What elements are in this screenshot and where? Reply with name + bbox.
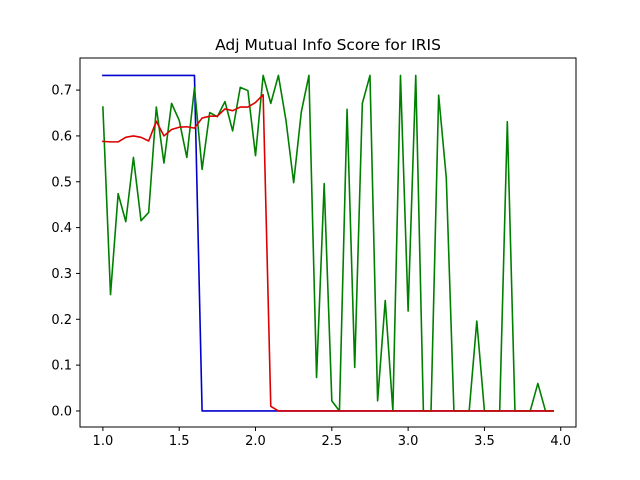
y-tick-label: 0.5 (51, 175, 72, 190)
y-tick-label: 0.6 (51, 129, 72, 144)
chart-title: Adj Mutual Info Score for IRIS (215, 36, 441, 54)
series-line-3 (102, 93, 554, 412)
x-tick-label: 1.5 (169, 434, 190, 449)
y-tick-label: 0.0 (51, 404, 72, 419)
axes-layer: 1.0 1.5 2.0 2.5 3.0 3.5 4.0 0.0 0.1 0.2 0.3 0.4 0.5 0… (51, 57, 577, 449)
x-tick-label: 4.0 (550, 434, 571, 449)
series-line-2 (102, 74, 554, 412)
y-tick-label: 0.2 (51, 313, 72, 328)
axes-frame (79, 57, 577, 428)
x-tick-label: 3.5 (474, 434, 495, 449)
x-tick-label: 3.0 (398, 434, 419, 449)
y-tick-label: 0.1 (51, 359, 72, 374)
y-tick-label: 0.7 (51, 84, 72, 99)
x-tick-label: 2.0 (245, 434, 266, 449)
y-tick-label: 0.4 (51, 221, 72, 236)
series-layer (102, 74, 554, 412)
y-tick-label: 0.3 (51, 267, 72, 282)
x-tick-label: 1.0 (93, 434, 114, 449)
x-tick-label: 2.5 (321, 434, 342, 449)
